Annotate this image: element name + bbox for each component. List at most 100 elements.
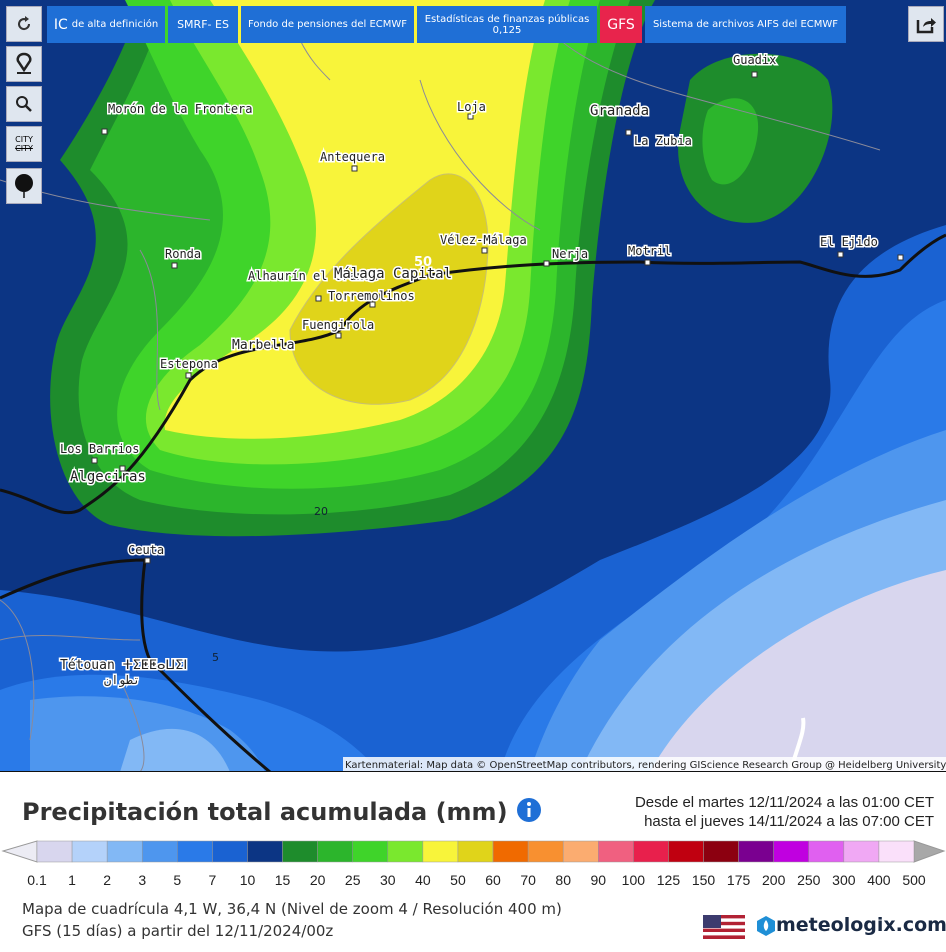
city-icon-text: CITY (15, 135, 33, 144)
place-label: Marbella (232, 338, 295, 353)
location-button[interactable] (6, 46, 42, 82)
tab-label: SMRF- ES (177, 18, 229, 31)
scale-tick-label: 50 (450, 872, 466, 888)
scale-tick-label: 15 (275, 872, 291, 888)
place-label: Alhaurín el Grande (248, 269, 378, 283)
tab-label: GFS (607, 16, 635, 33)
scale-tick-label: 80 (555, 872, 571, 888)
scale-tick-label: 70 (520, 872, 536, 888)
model-tab[interactable]: Estadísticas de finanzas públicas 0,125 (417, 6, 597, 43)
tab-label: Fondo de pensiones del ECMWF (247, 19, 408, 30)
scale-tick-label: 500 (902, 872, 926, 888)
icon (18, 16, 31, 31)
scale-swatch (457, 840, 494, 863)
borders (0, 39, 881, 772)
scale-tick-label: 30 (380, 872, 396, 888)
scale-swatch (843, 840, 880, 863)
scale-tick-label: 25 (345, 872, 361, 888)
scale-tick-label: 60 (485, 872, 501, 888)
icon (15, 174, 33, 198)
tab-sublabel: de alta definición (71, 19, 159, 30)
place-label: El Ejido (820, 235, 878, 249)
contour-label: 50 (414, 255, 432, 270)
scale-tick-label: 400 (867, 872, 891, 888)
scale-swatch (703, 840, 739, 863)
scale-swatch (738, 840, 774, 863)
attribution-bg (343, 757, 946, 772)
contour-label: 20 (314, 505, 328, 518)
place-label: Guadix (733, 53, 776, 67)
scale-swatch (71, 840, 108, 863)
place-label: تطوان (104, 673, 140, 688)
scale-tick-label: 150 (692, 872, 716, 888)
city-icon-text: CITY (15, 144, 33, 153)
scale-swatch (633, 840, 669, 863)
scale-tick-label: 125 (657, 872, 681, 888)
share-button[interactable] (908, 6, 944, 42)
scale-swatch (212, 840, 248, 863)
layer-2-south (120, 728, 230, 772)
color-scale: 0.1 1 2 3 5 7 10 15 20 25 30 40 50 60 70 80 90 100 125 150 1… (1, 840, 946, 888)
attribution: Kartenmaterial: Map data © OpenStreetMap… (345, 760, 946, 771)
scale-arrow-high (913, 840, 946, 863)
model-tab[interactable]: IC de alta definición (47, 6, 165, 43)
marker-button[interactable] (6, 168, 42, 204)
place-label: Morón de la Frontera (108, 102, 253, 116)
place-label: Antequera (320, 150, 385, 164)
brand[interactable]: meteologix.com (776, 914, 946, 936)
scale-tick-label: 100 (622, 872, 646, 888)
scale-swatch (773, 840, 810, 863)
place-label: Estepona (160, 357, 218, 371)
zoom-button[interactable] (6, 86, 42, 122)
place-label: Ronda (165, 247, 201, 261)
layer-20-guadix (702, 98, 759, 185)
place-label: Loja (457, 100, 486, 114)
scale-tick-label: 40 (415, 872, 431, 888)
scale-swatch (668, 840, 704, 863)
refresh-button[interactable] (6, 6, 42, 42)
scale-swatch (527, 840, 564, 863)
model-tab[interactable]: Fondo de pensiones del ECMWF (241, 6, 414, 43)
scale-arrow-low (1, 840, 38, 863)
scale-tick-label: 5 (173, 872, 181, 888)
info-icon[interactable] (516, 797, 542, 823)
scale-swatch (36, 840, 73, 863)
scale-swatch (562, 840, 599, 863)
city-button[interactable]: CITY CITY (6, 126, 42, 162)
place-label: Torremolinos (328, 289, 415, 303)
model-tab[interactable]: GFS (600, 6, 642, 43)
legend-title-text: Precipitación total acumulada (mm) (22, 798, 508, 826)
place-label: Motril (628, 244, 671, 258)
scale-tick-label: 7 (209, 872, 217, 888)
icon (16, 52, 32, 74)
period-start: Desde el martes 12/11/2024 a las 01:00 C… (634, 794, 934, 811)
scale-tick-label: 175 (727, 872, 751, 888)
model-tab[interactable]: SMRF- ES (168, 6, 238, 43)
place-label: Los Barrios (60, 442, 139, 456)
scale-tick-label: 300 (832, 872, 856, 888)
scale-tick-label: 2 (103, 872, 111, 888)
icon (916, 18, 936, 34)
place-label: Granada (590, 103, 649, 119)
tab-label: Sistema de archivos AIFS del ECMWF (652, 19, 839, 30)
icon (16, 96, 32, 112)
scale-tick-label: 250 (797, 872, 821, 888)
scale-tick-label: 90 (590, 872, 606, 888)
period-end: hasta el jueves 14/11/2024 a las 07:00 C… (644, 813, 934, 830)
place-label: Algeciras (70, 469, 146, 485)
tab-sublabel: 0,125 (492, 24, 522, 36)
road-south (0, 558, 271, 772)
map: Morón de la Frontera Antequera Loja Gran… (0, 0, 946, 772)
brand-logo (757, 916, 775, 936)
scale-swatch (422, 840, 459, 863)
place-label: Nerja (552, 247, 588, 261)
scale-tick-label: 1 (68, 872, 76, 888)
place-markers (91, 71, 904, 564)
model-tab[interactable]: Sistema de archivos AIFS del ECMWF (645, 6, 846, 43)
scale-swatch (598, 840, 634, 863)
flag-icon[interactable] (703, 915, 745, 939)
road (0, 233, 946, 515)
scale-tick-label: 10 (240, 872, 256, 888)
grid-info: Mapa de cuadrícula 4,1 W, 36,4 N (Nivel … (22, 900, 562, 918)
